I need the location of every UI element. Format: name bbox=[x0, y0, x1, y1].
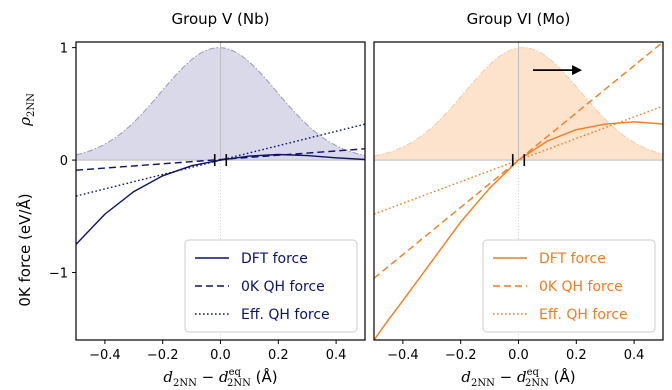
series-solid bbox=[374, 121, 663, 340]
series-dotted bbox=[76, 123, 365, 197]
legend: DFT force 0K QH force Eff. QH force bbox=[184, 239, 358, 333]
panel-title: Group V (Nb) bbox=[172, 10, 270, 28]
legend-label: DFT force bbox=[539, 251, 606, 267]
y-tick-label: −1 bbox=[49, 267, 68, 282]
legend-box bbox=[482, 239, 656, 333]
legend-label: Eff. QH force bbox=[241, 307, 330, 323]
panel-2: −0.4 −0.2 0.0 0.2 0.4 Group VI (Mo) d2NN − deq… bbox=[373, 10, 664, 389]
y-axis-label-lower: 0K force (eV/Å) bbox=[15, 193, 34, 306]
legend-label: 0K QH force bbox=[241, 279, 325, 295]
legend-box bbox=[184, 239, 358, 333]
y-tick-label: 0 bbox=[60, 154, 68, 169]
x-tick-label: −0.4 bbox=[89, 348, 121, 363]
x-tick-label: 0.2 bbox=[268, 348, 289, 363]
shift-arrow-head bbox=[572, 65, 583, 76]
panel-1: −0.4 −0.2 0.0 0.2 0.4 −1 0 1 Group V (Nb) d2NN − … bbox=[15, 10, 366, 389]
x-tick-label: −0.2 bbox=[445, 348, 477, 363]
x-tick-label: 0.2 bbox=[566, 348, 587, 363]
legend-label: DFT force bbox=[241, 251, 308, 267]
x-tick-label: 0.0 bbox=[508, 348, 529, 363]
series-dotted bbox=[374, 105, 663, 215]
x-tick-label: 0.4 bbox=[326, 348, 347, 363]
x-axis-label: d2NN − deq 2NN (Å) bbox=[163, 367, 277, 389]
y-tick-label: 1 bbox=[60, 42, 68, 57]
x-tick-label: −0.2 bbox=[147, 348, 179, 363]
panel-title: Group VI (Mo) bbox=[467, 10, 571, 28]
legend-label: 0K QH force bbox=[539, 279, 623, 295]
legend: DFT force 0K QH force Eff. QH force bbox=[482, 239, 656, 333]
x-tick-label: 0.4 bbox=[624, 348, 645, 363]
plot-area bbox=[76, 42, 365, 340]
x-tick-label: −0.4 bbox=[387, 348, 419, 363]
series-dashed bbox=[374, 42, 663, 279]
legend-label: Eff. QH force bbox=[539, 307, 628, 323]
y-axis-label-upper: ρ2NN bbox=[16, 93, 37, 127]
x-tick-label: 0.0 bbox=[210, 348, 231, 363]
plot-area bbox=[374, 42, 663, 340]
x-axis-label: d2NN − deq 2NN (Å) bbox=[461, 367, 575, 389]
